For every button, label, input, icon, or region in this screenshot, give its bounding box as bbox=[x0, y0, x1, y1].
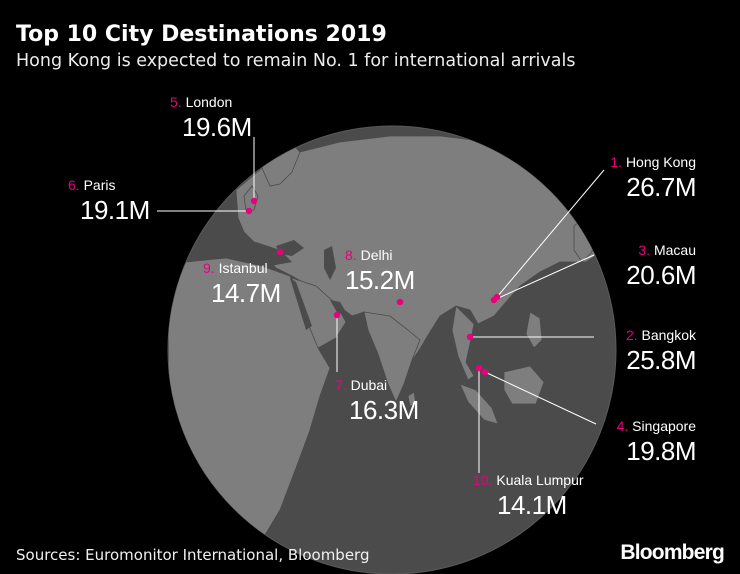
city-dot-dubai bbox=[333, 311, 341, 319]
value-hong-kong: 26.7M bbox=[626, 172, 696, 202]
label-macau: 3. Macau 20.6M bbox=[626, 243, 696, 288]
city-name-singapore: Singapore bbox=[632, 418, 696, 434]
city-name-istanbul: Istanbul bbox=[218, 260, 268, 276]
value-kuala-lumpur: 14.1M bbox=[497, 490, 567, 520]
city-name-delhi: Delhi bbox=[360, 247, 393, 263]
value-singapore: 19.8M bbox=[626, 436, 696, 466]
chart-subtitle: Hong Kong is expected to remain No. 1 fo… bbox=[16, 51, 576, 71]
city-dot-kuala-lumpur bbox=[475, 364, 483, 372]
label-dubai: 7. Dubai 16.3M bbox=[335, 378, 419, 423]
rank-paris: 6. bbox=[68, 177, 80, 193]
rank-delhi: 8. bbox=[345, 247, 357, 263]
city-name-bangkok: Bangkok bbox=[641, 327, 696, 343]
landmass-india bbox=[363, 311, 421, 403]
city-dot-bangkok bbox=[466, 333, 474, 341]
landmass-sri-lanka bbox=[407, 391, 417, 407]
leader-line-hong-kong bbox=[496, 169, 605, 298]
value-dubai: 16.3M bbox=[349, 395, 419, 425]
city-dot-macau bbox=[490, 296, 498, 304]
value-macau: 20.6M bbox=[626, 260, 696, 290]
value-london: 19.6M bbox=[182, 112, 252, 142]
city-name-kuala-lumpur: Kuala Lumpur bbox=[496, 472, 584, 488]
city-name-hong-kong: Hong Kong bbox=[625, 154, 696, 170]
label-paris: 6. Paris 19.1M bbox=[68, 178, 150, 223]
source-note: Sources: Euromonitor International, Bloo… bbox=[16, 546, 370, 564]
label-hong-kong: 1. Hong Kong 26.7M bbox=[610, 155, 696, 200]
label-delhi: 8. Delhi 15.2M bbox=[345, 248, 415, 293]
label-bangkok: 2. Bangkok 25.8M bbox=[625, 327, 697, 375]
city-dot-delhi bbox=[396, 298, 404, 306]
city-name-london: London bbox=[185, 94, 233, 110]
city-dot-paris bbox=[245, 207, 253, 215]
rank-kuala-lumpur: 10. bbox=[473, 472, 493, 488]
city-dot-singapore bbox=[481, 368, 489, 376]
rank-dubai: 7. bbox=[335, 377, 347, 393]
rank-hong-kong: 1. bbox=[610, 154, 623, 170]
leader-line-macau bbox=[493, 254, 595, 301]
rank-macau: 3. bbox=[638, 242, 651, 258]
mediterranean-sea bbox=[226, 242, 292, 266]
label-london: 5. London 19.6M bbox=[170, 95, 252, 140]
leader-lines bbox=[157, 137, 605, 473]
label-istanbul: 9. Istanbul 14.7M bbox=[203, 261, 281, 306]
value-delhi: 15.2M bbox=[345, 265, 415, 295]
city-name-paris: Paris bbox=[83, 177, 116, 193]
label-singapore: 4. Singapore 19.8M bbox=[616, 418, 697, 466]
label-kuala-lumpur: 10. Kuala Lumpur 14.1M bbox=[473, 473, 584, 518]
value-paris: 19.1M bbox=[80, 195, 150, 225]
rank-singapore: 4. bbox=[616, 418, 629, 434]
value-bangkok: 25.8M bbox=[626, 345, 696, 375]
rank-istanbul: 9. bbox=[203, 260, 215, 276]
caspian-sea bbox=[324, 246, 336, 280]
city-dot-istanbul bbox=[276, 248, 284, 256]
red-sea bbox=[290, 278, 312, 330]
value-istanbul: 14.7M bbox=[211, 278, 281, 308]
rank-bangkok: 2. bbox=[625, 327, 638, 343]
city-name-macau: Macau bbox=[653, 242, 696, 258]
leader-line-singapore bbox=[484, 371, 597, 425]
chart-title: Top 10 City Destinations 2019 bbox=[16, 22, 387, 47]
bloomberg-logo: Bloomberg bbox=[620, 541, 724, 564]
city-name-dubai: Dubai bbox=[350, 377, 388, 393]
city-dots bbox=[245, 197, 501, 376]
landmass-se-asia bbox=[451, 305, 475, 381]
landmass-philippines bbox=[525, 311, 543, 349]
city-dot-london bbox=[250, 197, 258, 205]
rank-london: 5. bbox=[170, 94, 182, 110]
persian-gulf bbox=[330, 300, 346, 314]
